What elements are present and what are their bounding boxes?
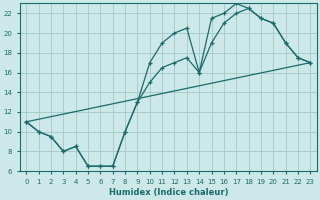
X-axis label: Humidex (Indice chaleur): Humidex (Indice chaleur) [108, 188, 228, 197]
